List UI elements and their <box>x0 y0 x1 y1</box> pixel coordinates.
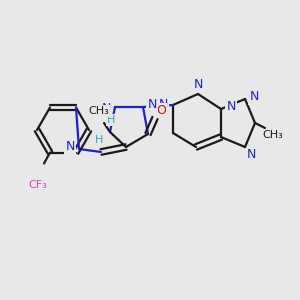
Text: H: H <box>107 115 115 125</box>
Text: H: H <box>95 135 103 145</box>
Text: N: N <box>147 98 157 112</box>
Text: N: N <box>246 148 256 161</box>
Text: N: N <box>226 100 236 113</box>
Text: N: N <box>158 98 168 112</box>
Text: N: N <box>249 91 259 103</box>
Text: N: N <box>101 103 111 116</box>
Text: CF₃: CF₃ <box>28 179 47 190</box>
Text: N: N <box>65 140 75 154</box>
Text: CH₃: CH₃ <box>88 106 110 116</box>
Text: CH₃: CH₃ <box>262 130 284 140</box>
Text: N: N <box>193 77 203 91</box>
Text: O: O <box>156 103 166 116</box>
